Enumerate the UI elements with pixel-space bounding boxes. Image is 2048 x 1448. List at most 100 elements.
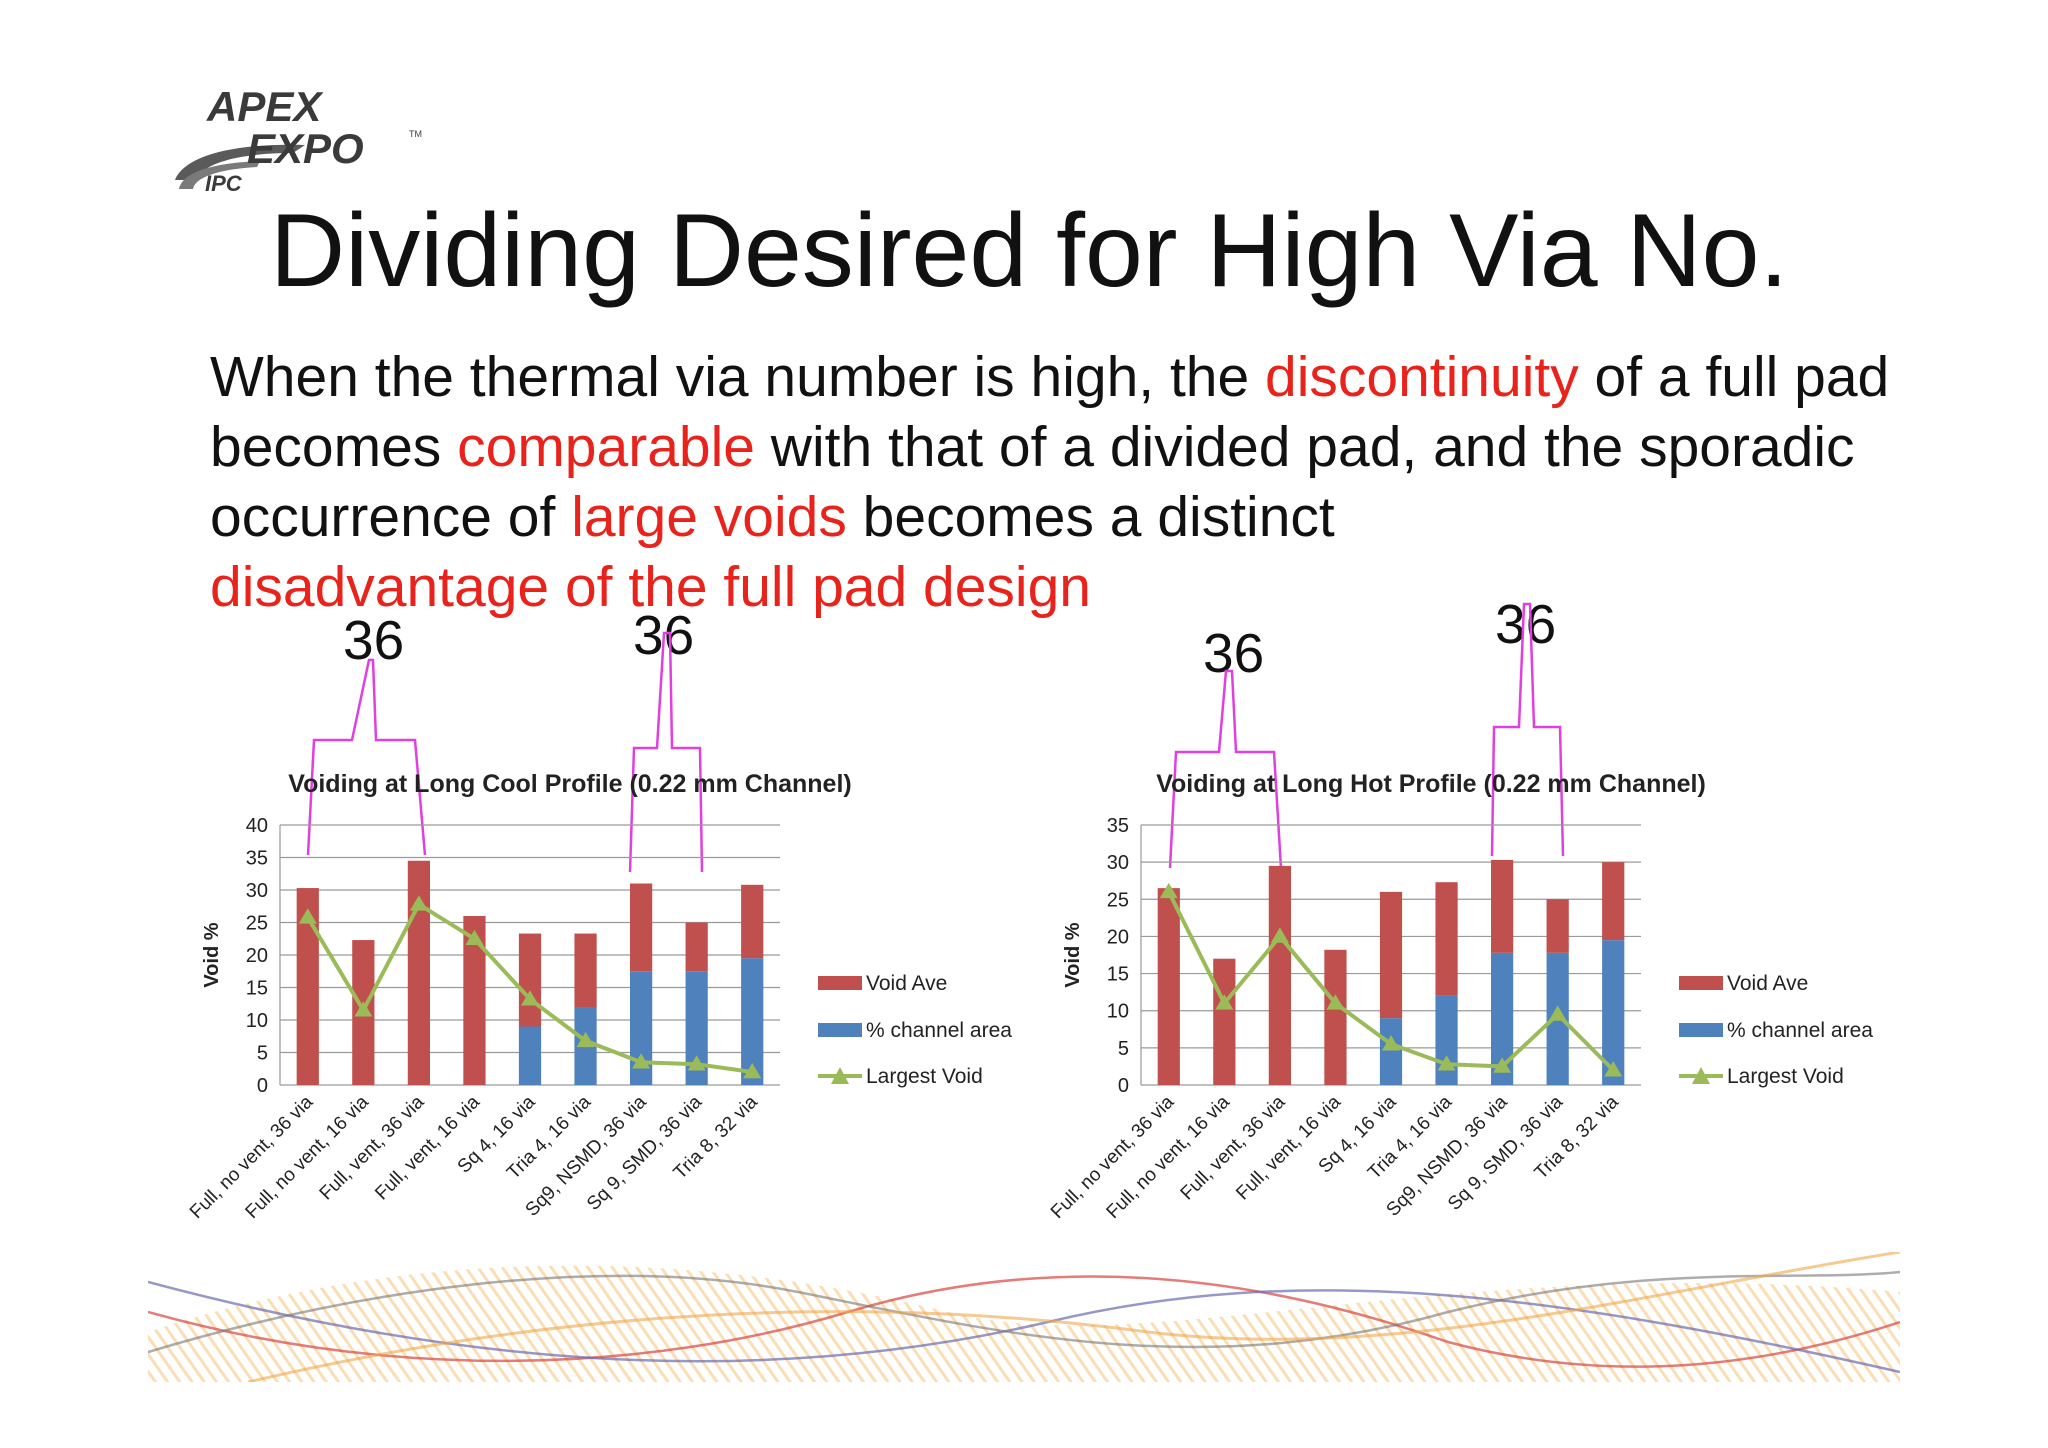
largest-void-marker [1437, 1055, 1456, 1071]
legend-swatch-void-ave [818, 976, 862, 990]
bar-void-ave [1379, 891, 1403, 1019]
largest-void-marker [521, 990, 539, 1006]
bar-channel-area [685, 971, 708, 1085]
legend-swatch-channel-area [818, 1023, 862, 1037]
largest-void-marker [1548, 1005, 1567, 1021]
annotation-number: 36 [1203, 622, 1265, 684]
y-axis-label: Void % [201, 922, 223, 987]
bar-channel-area [1379, 1018, 1403, 1085]
y-tick-label: 10 [1107, 1001, 1129, 1023]
largest-void-marker [1382, 1035, 1400, 1051]
legend-label: Largest Void [1727, 1065, 1844, 1088]
legend-marker-largest-void [1692, 1067, 1710, 1084]
body-text-segment: with that of a divided pad, and the spor… [210, 415, 1855, 549]
largest-void-marker [1270, 927, 1289, 943]
y-tick-label: 30 [1107, 852, 1129, 874]
y-tick-label: 0 [257, 1075, 268, 1097]
bar-void-ave [463, 916, 486, 1085]
largest-void-marker [1604, 1061, 1623, 1077]
body-highlight-segment: disadvantage of the full pad design [210, 555, 1091, 619]
largest-void-marker [1215, 994, 1234, 1010]
y-tick-label: 15 [1107, 964, 1129, 986]
logo-ipc-text: IPC [205, 171, 243, 196]
legend-swatch-channel-area [1679, 1023, 1723, 1037]
legend-swatch-void-ave [1679, 976, 1723, 990]
chart-title: Voiding at Long Hot Profile (0.22 mm Cha… [1156, 770, 1706, 798]
bar-void-ave [296, 888, 319, 1085]
bar-void-ave [1602, 862, 1625, 941]
body-text-segment: When the thermal via number is high, the [210, 345, 1266, 409]
footer-wave-decoration [148, 1252, 1900, 1382]
largest-void-marker [1159, 882, 1178, 899]
bar-void-ave [1491, 859, 1514, 953]
bar-channel-area [741, 958, 764, 1085]
largest-void-marker [409, 895, 428, 911]
bar-channel-area [1602, 940, 1625, 1085]
bar-void-ave [1324, 949, 1347, 1085]
bracket-left-chart-first [306, 658, 427, 856]
largest-void-marker [1493, 1057, 1512, 1073]
logo-tm-text: TM [409, 129, 422, 139]
bar-void-ave [1268, 865, 1291, 1085]
bar-void-ave [518, 933, 542, 1027]
bar-void-ave [1546, 899, 1569, 953]
largest-void-marker [354, 1001, 373, 1017]
bar-void-ave [1157, 888, 1180, 1085]
body-text-segment: of a full pad becomes [210, 345, 1890, 479]
y-tick-label: 30 [246, 880, 268, 902]
largest-void-marker [298, 908, 317, 924]
legend-label: % channel area [866, 1019, 1012, 1042]
bar-channel-area [1435, 995, 1458, 1085]
y-tick-label: 20 [246, 945, 268, 967]
y-tick-label: 0 [1118, 1075, 1129, 1097]
bar-void-ave [1213, 958, 1236, 1085]
bar-void-ave [407, 860, 430, 1085]
legend-label: Void Ave [1727, 972, 1808, 995]
bar-channel-area [630, 971, 653, 1085]
largest-void-marker [743, 1063, 762, 1079]
bar-void-ave [1435, 882, 1458, 996]
logo-expo-text: EXPO [247, 125, 364, 172]
bracket-right-chart-first [1168, 669, 1283, 869]
y-tick-label: 15 [246, 978, 268, 1000]
y-tick-label: 20 [1107, 926, 1129, 948]
y-tick-label: 25 [1107, 889, 1129, 911]
bracket-right-chart-second [1490, 602, 1565, 857]
largest-void-marker [576, 1031, 595, 1048]
bar-channel-area [1491, 952, 1514, 1085]
largest-void-marker [687, 1055, 706, 1071]
legend-label: Void Ave [866, 972, 947, 995]
apex-expo-logo: APEX EXPO TM IPC [175, 85, 422, 196]
largest-void-marker [1326, 994, 1345, 1010]
y-tick-label: 5 [257, 1043, 268, 1065]
bar-channel-area [518, 1026, 542, 1085]
body-text-segment: becomes a distinct [846, 485, 1335, 549]
largest-void-marker [465, 929, 484, 946]
chart-long-cool-profile: Voiding at Long Cool Profile (0.22 mm Ch… [186, 770, 1012, 1223]
chart-title: Voiding at Long Cool Profile (0.22 mm Ch… [288, 770, 851, 798]
bar-void-ave [630, 883, 653, 972]
y-tick-label: 10 [246, 1010, 268, 1032]
slide-title: Dividing Desired for High Via No. [270, 193, 1789, 309]
y-tick-label: 40 [246, 815, 268, 837]
logo-apex-text: APEX [206, 85, 324, 130]
bar-void-ave [574, 933, 597, 1007]
y-tick-label: 35 [246, 848, 268, 870]
bar-void-ave [741, 884, 764, 959]
body-paragraph: When the thermal via number is high, the… [210, 342, 1910, 622]
bar-void-ave [685, 922, 708, 972]
y-tick-label: 5 [1118, 1038, 1129, 1060]
body-highlight-segment: large voids [571, 485, 847, 549]
y-tick-label: 35 [1107, 815, 1129, 837]
y-tick-label: 25 [246, 913, 268, 935]
legend-marker-largest-void [831, 1067, 849, 1084]
legend-label: % channel area [1727, 1019, 1873, 1042]
chart-long-hot-profile: Voiding at Long Hot Profile (0.22 mm Cha… [1047, 770, 1873, 1223]
body-highlight-segment: comparable [457, 415, 755, 479]
bracket-left-chart-second [628, 631, 704, 873]
y-axis-label: Void % [1062, 922, 1084, 987]
largest-void-marker [632, 1053, 651, 1069]
body-highlight-segment: discontinuity [1265, 345, 1579, 409]
